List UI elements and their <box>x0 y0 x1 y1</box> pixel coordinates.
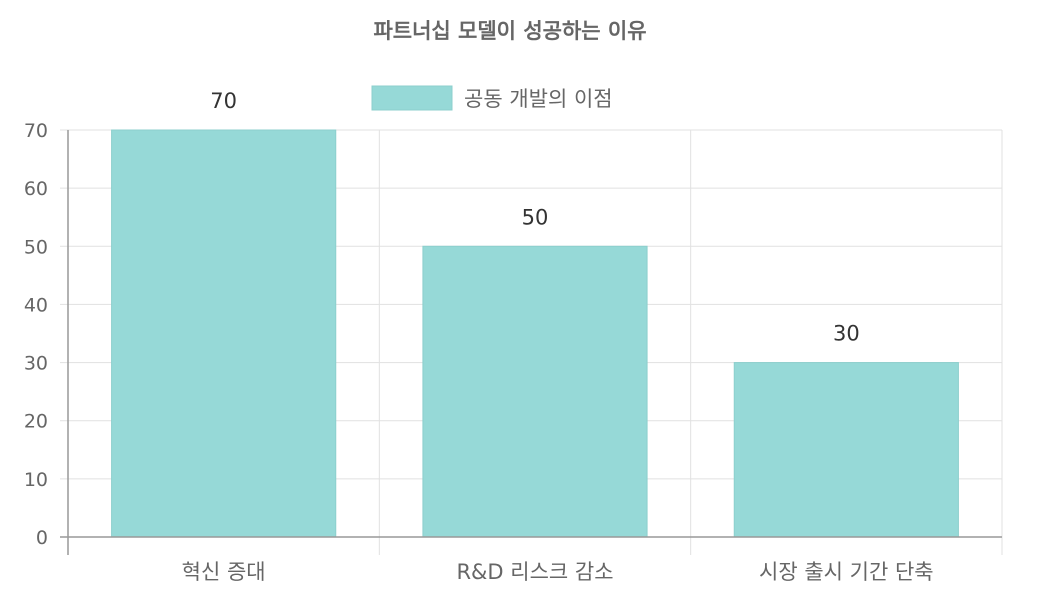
y-tick-label: 0 <box>36 527 48 549</box>
legend-label: 공동 개발의 이점 <box>464 87 613 111</box>
data-label: 30 <box>833 322 860 346</box>
y-tick-label: 20 <box>24 411 48 433</box>
y-tick-label: 60 <box>24 178 48 200</box>
y-tick-label: 10 <box>24 469 48 491</box>
x-tick-label: 혁신 증대 <box>182 560 266 584</box>
legend[interactable]: 공동 개발의 이점 <box>371 85 613 111</box>
x-tick-label: R&D 리스크 감소 <box>456 560 613 584</box>
axes <box>60 130 1002 555</box>
bar <box>733 362 959 538</box>
y-tick-label: 30 <box>24 353 48 375</box>
bar <box>111 129 337 538</box>
y-tick-label: 70 <box>24 120 48 142</box>
y-tick-label: 50 <box>24 236 48 258</box>
bars <box>111 129 959 538</box>
y-tick-label: 40 <box>24 294 48 316</box>
data-label: 70 <box>210 89 237 113</box>
bar <box>422 245 648 538</box>
chart-title: 파트너십 모델이 성공하는 이유 <box>373 19 646 43</box>
x-tick-label: 시장 출시 기간 단축 <box>759 560 934 584</box>
legend-swatch <box>371 85 453 111</box>
data-label: 50 <box>522 205 549 229</box>
labels: 0 10 20 30 40 50 60 70 70 혁신 증대 50 R&D 리스크 감소 30 시장 출… <box>24 89 934 584</box>
